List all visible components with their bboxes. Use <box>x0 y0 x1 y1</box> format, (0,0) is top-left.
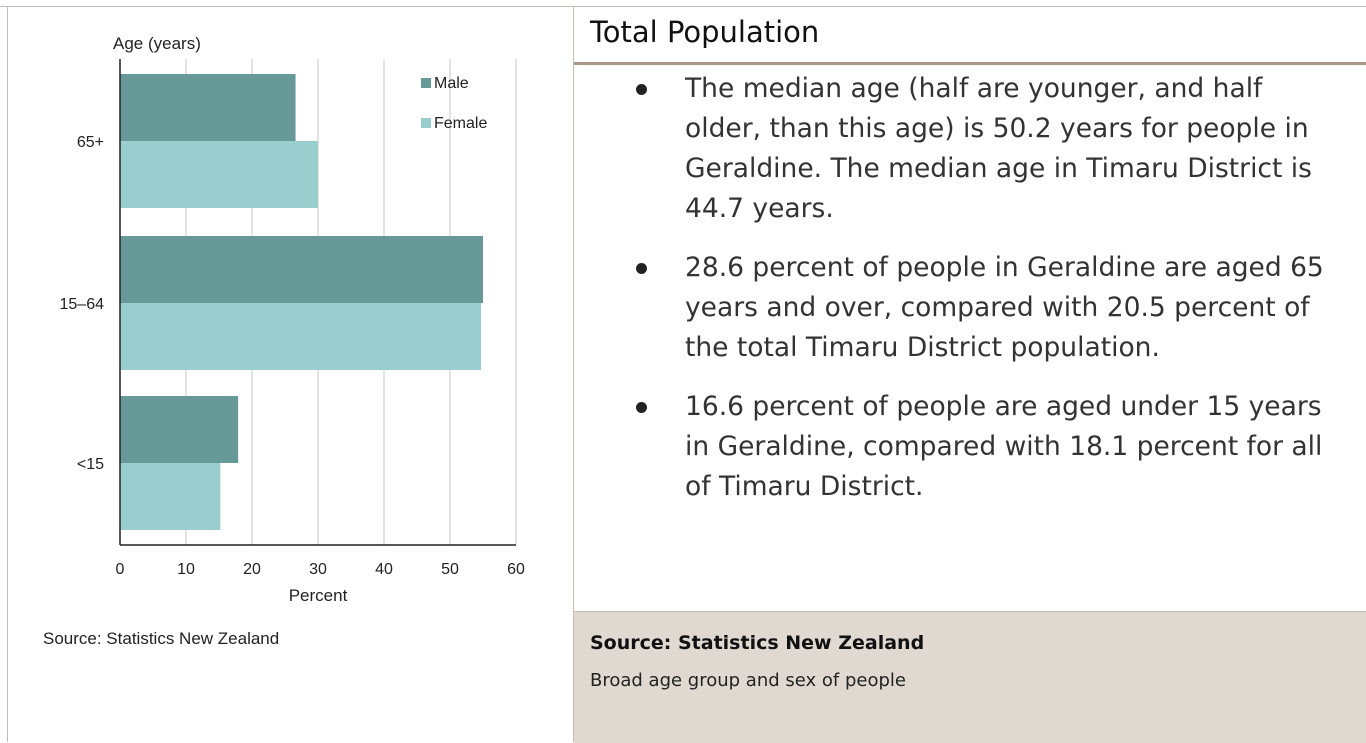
footer-source: Source: Statistics New Zealand <box>590 632 925 654</box>
panel-divider <box>573 6 574 742</box>
y-tick-label: 65+ <box>77 134 104 151</box>
summary-panel: Total Population The median age (half ar… <box>574 7 1366 743</box>
bar-male <box>120 396 239 463</box>
x-tick-label: 60 <box>507 561 525 578</box>
bar-female <box>120 463 221 530</box>
panel-title: Total Population <box>590 15 820 49</box>
age-sex-bar-chart: 0 10 20 30 40 50 60 65+ 15–64 <15 Age (years) Per… <box>60 34 526 605</box>
bar-female <box>120 303 482 370</box>
chart-panel: 0 10 20 30 40 50 60 65+ 15–64 <15 Age (years) Per… <box>8 7 573 742</box>
x-tick-label: 30 <box>309 561 327 578</box>
bar-male <box>120 74 296 141</box>
list-item: 16.6 percent of people are aged under 15… <box>636 387 1336 507</box>
list-item: 28.6 percent of people in Geraldine are … <box>636 248 1336 368</box>
x-axis-title: Percent <box>289 586 348 605</box>
y-tick-label: 15–64 <box>60 296 105 313</box>
left-divider <box>7 6 8 742</box>
bullet-icon <box>636 84 647 95</box>
source-footer: Source: Statistics New Zealand Broad age… <box>574 611 1366 743</box>
legend-swatch-female <box>421 118 431 128</box>
bar-female <box>120 141 318 208</box>
legend-label-male: Male <box>434 75 469 92</box>
top-divider <box>0 6 1366 7</box>
bullet-text: 28.6 percent of people in Geraldine are … <box>685 252 1324 363</box>
x-tick-label: 40 <box>375 561 393 578</box>
legend: Male Female <box>421 75 487 132</box>
x-tick-label: 10 <box>177 561 195 578</box>
legend-swatch-male <box>421 78 431 88</box>
x-tick-label: 20 <box>243 561 261 578</box>
bars <box>120 74 483 530</box>
bullet-icon <box>636 263 647 274</box>
footer-caption: Broad age group and sex of people <box>590 670 906 691</box>
bar-male <box>120 236 483 303</box>
title-divider <box>574 62 1366 65</box>
x-tick-label: 0 <box>116 561 125 578</box>
y-axis-title: Age (years) <box>113 34 201 53</box>
chart-source-note: Source: Statistics New Zealand <box>43 629 280 648</box>
bullet-text: 16.6 percent of people are aged under 15… <box>685 391 1323 502</box>
x-tick-label: 50 <box>441 561 459 578</box>
bullet-list: The median age (half are younger, and ha… <box>636 69 1336 526</box>
y-tick-label: <15 <box>77 456 104 473</box>
bullet-text: The median age (half are younger, and ha… <box>685 73 1312 224</box>
legend-label-female: Female <box>434 115 487 132</box>
list-item: The median age (half are younger, and ha… <box>636 69 1336 229</box>
bullet-icon <box>636 402 647 413</box>
tick-labels: 0 10 20 30 40 50 60 65+ 15–64 <15 <box>60 134 526 578</box>
